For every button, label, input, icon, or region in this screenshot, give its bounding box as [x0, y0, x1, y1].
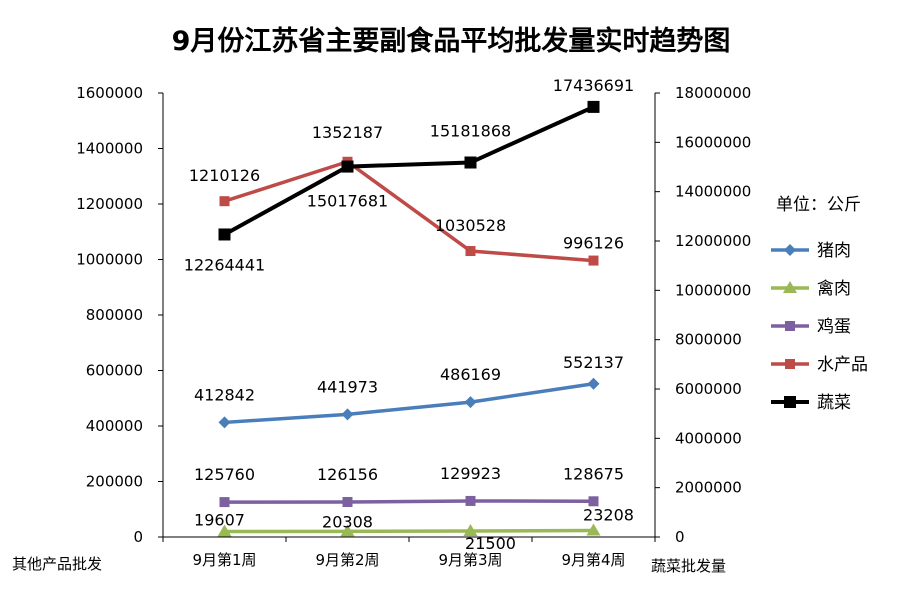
series-鸡蛋 — [219, 495, 599, 508]
diamond-marker — [587, 377, 600, 390]
legend-label: 水产品 — [817, 355, 868, 375]
right-tick-label: 12000000 — [675, 232, 751, 250]
series-蔬菜 — [218, 100, 600, 241]
data-label: 996126 — [563, 234, 624, 253]
series-line — [223, 105, 595, 237]
right-tick-label: 4000000 — [675, 429, 742, 447]
left-tick-label: 1000000 — [76, 251, 143, 269]
data-label: 125760 — [194, 465, 255, 484]
right-tick-label: 18000000 — [675, 84, 751, 102]
legend-label: 鸡蛋 — [817, 317, 851, 337]
left-tick-label: 0 — [133, 528, 143, 546]
data-label: 23208 — [583, 506, 634, 525]
series-line — [224, 499, 594, 504]
left-tick-label: 600000 — [86, 362, 143, 380]
left-tick-label: 1200000 — [76, 195, 143, 213]
legend-label: 蔬菜 — [817, 393, 851, 413]
right-tick-label: 6000000 — [675, 380, 742, 398]
data-label: 412842 — [194, 385, 255, 404]
left-tick-label: 1600000 — [76, 84, 143, 102]
data-label: 17436691 — [553, 76, 634, 95]
data-label: 12264441 — [184, 255, 265, 274]
chart-title: 9月份江苏省主要副食品平均批发量实时趋势图 — [172, 25, 731, 57]
series-line — [224, 528, 594, 534]
series-水产品 — [219, 156, 599, 266]
triangle-marker — [340, 524, 355, 537]
data-label: 15017681 — [307, 192, 388, 211]
triangle-marker — [217, 524, 232, 537]
legend-item: 鸡蛋 — [771, 317, 851, 337]
square-marker — [785, 321, 795, 331]
legend-item: 蔬菜 — [771, 393, 851, 413]
right-tick-label: 2000000 — [675, 479, 742, 497]
square-marker — [587, 100, 600, 113]
legend-item: 水产品 — [771, 355, 868, 375]
square-marker — [342, 496, 353, 507]
triangle-marker — [783, 281, 797, 293]
data-label: 441973 — [317, 377, 378, 396]
square-marker — [785, 359, 795, 369]
square-marker — [219, 196, 230, 207]
left-axis-title: 其他产品批发 — [12, 555, 102, 573]
data-label-layer: 412842 441973 486169 552137 19607 20308 21500 2… — [184, 76, 634, 553]
right-tick-label: 8000000 — [675, 331, 742, 349]
square-marker — [588, 496, 599, 507]
right-tick-label: 16000000 — [675, 133, 751, 151]
data-label: 126156 — [317, 465, 378, 484]
unit-note: 单位：公斤 — [776, 195, 861, 215]
triangle-marker — [463, 524, 478, 537]
x-category-label: 9月第3周 — [438, 551, 502, 569]
series-line — [224, 382, 594, 425]
axes: 0 200000 400000 600000 800000 1000000 1200000 1… — [12, 84, 751, 575]
square-marker — [464, 156, 477, 169]
data-label: 19607 — [194, 511, 245, 530]
data-label: 1352187 — [312, 123, 383, 142]
data-label: 15181868 — [430, 122, 511, 141]
data-label: 21500 — [465, 534, 516, 553]
legend-item: 禽肉 — [771, 279, 851, 299]
series-line — [223, 159, 594, 263]
left-tick-label: 800000 — [86, 306, 143, 324]
series-猪肉 — [218, 377, 600, 429]
square-marker — [784, 396, 796, 408]
x-category-label: 9月第1周 — [192, 551, 256, 569]
diamond-marker — [341, 408, 354, 421]
triangle-marker — [586, 523, 601, 536]
square-marker — [588, 255, 599, 266]
square-marker — [219, 497, 230, 508]
data-label: 129923 — [440, 464, 501, 483]
series-禽肉 — [217, 523, 601, 537]
diamond-marker — [784, 244, 796, 256]
data-label: 552137 — [563, 353, 624, 372]
left-tick-label: 200000 — [86, 473, 143, 491]
x-category-label: 9月第4周 — [561, 551, 625, 569]
right-tick-label: 0 — [675, 528, 685, 546]
square-marker — [465, 246, 476, 257]
data-label: 486169 — [440, 365, 501, 384]
right-axis-title: 蔬菜批发量 — [651, 557, 726, 575]
left-tick-label: 1400000 — [76, 140, 143, 158]
square-marker — [218, 228, 231, 241]
right-tick-label: 10000000 — [675, 281, 751, 299]
right-tick-label: 14000000 — [675, 183, 751, 201]
series-layer — [217, 100, 601, 537]
data-label: 128675 — [563, 464, 624, 483]
diamond-marker — [218, 416, 231, 429]
left-tick-label: 400000 — [86, 417, 143, 435]
data-label: 1030528 — [435, 216, 506, 235]
square-marker — [341, 160, 354, 173]
data-label: 1210126 — [189, 166, 260, 185]
data-label: 20308 — [322, 512, 373, 531]
square-marker — [465, 495, 476, 506]
legend-item: 猪肉 — [771, 241, 851, 261]
diamond-marker — [464, 396, 477, 409]
legend-label: 猪肉 — [817, 241, 851, 261]
x-category-label: 9月第2周 — [315, 551, 379, 569]
legend-label: 禽肉 — [817, 279, 851, 299]
